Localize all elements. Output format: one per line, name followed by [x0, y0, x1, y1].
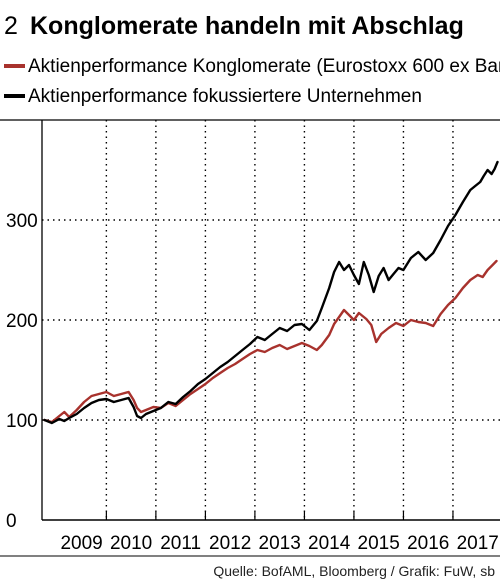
x-tick-label: 2013	[259, 533, 301, 554]
chart-title: Konglomerate handeln mit Abschlag	[30, 12, 464, 40]
x-tick-label: 2015	[358, 533, 400, 554]
series-lines	[43, 160, 499, 425]
series-line-focused	[43, 160, 499, 425]
grid	[42, 120, 500, 520]
legend: Aktienperformance Konglomerate (Eurostox…	[4, 56, 500, 107]
x-tick-label: 2010	[110, 533, 152, 554]
legend-label-focused: Aktienperformance fokussiertere Unterneh…	[28, 86, 422, 107]
x-tick-label: 2016	[407, 533, 449, 554]
series-line-conglomerates	[43, 259, 498, 424]
x-tick-label: 2014	[308, 533, 351, 554]
legend-swatch-conglomerates	[4, 64, 25, 68]
x-tick-label: 2009	[60, 533, 102, 554]
legend-swatch-focused	[4, 94, 25, 98]
x-tick-label: 2017	[457, 533, 499, 554]
x-tick-labels: 2009 2010 2011 2012 2013 2014 2015 2016 2017	[60, 512, 499, 554]
y-tick-label: 300	[6, 211, 38, 232]
x-tick-label: 2012	[209, 533, 251, 554]
source-note: Quelle: BofAML, Bloomberg / Grafik: FuW,…	[213, 563, 495, 579]
x-tick-label: 2011	[160, 533, 201, 554]
y-tick-label: 100	[6, 411, 38, 432]
y-tick-labels: 0 100 200 300	[6, 211, 38, 532]
y-tick-label: 200	[6, 311, 38, 332]
legend-label-conglomerates: Aktienperformance Konglomerate (Eurostox…	[28, 56, 500, 77]
y-tick-label: 0	[6, 511, 17, 532]
chart-number: 2	[4, 12, 18, 40]
